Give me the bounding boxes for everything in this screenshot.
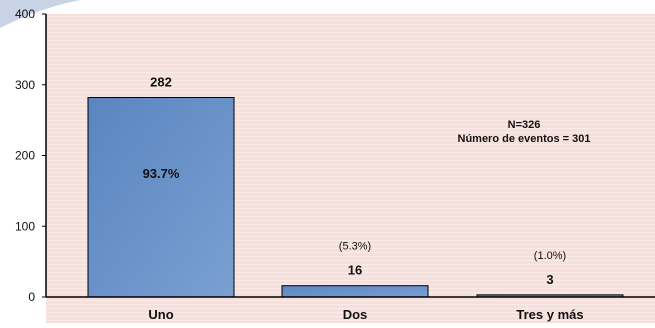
- bars: [87, 96, 624, 298]
- bar: [281, 285, 429, 298]
- y-tick-label: 400: [15, 7, 35, 21]
- bar-labels: 282 93.7% 16 (5.3%) 3 (1.0%): [143, 74, 567, 286]
- bar-percent-label: 93.7%: [143, 166, 180, 181]
- bar-percent-label: (5.3%): [339, 241, 371, 253]
- annotation-event-count: Número de eventos = 301: [458, 133, 591, 145]
- bar: [87, 96, 235, 298]
- bar-percent-label: (1.0%): [534, 250, 566, 262]
- y-tick-label: 100: [15, 219, 35, 233]
- annotation-sample-size: N=326: [508, 119, 541, 131]
- x-axis-labels: Uno Dos Tres y más: [148, 307, 583, 322]
- y-tick-label: 300: [15, 78, 35, 92]
- y-tick-label: 200: [15, 149, 35, 163]
- corner-decoration: [0, 0, 80, 28]
- x-category-label: Dos: [343, 307, 368, 322]
- bar-value-label: 16: [348, 263, 362, 278]
- x-category-label: Tres y más: [516, 307, 583, 322]
- bar-value-label: 282: [150, 74, 172, 89]
- y-tick-label: 0: [28, 290, 35, 304]
- x-category-label: Uno: [148, 307, 173, 322]
- bar-value-label: 3: [546, 272, 553, 287]
